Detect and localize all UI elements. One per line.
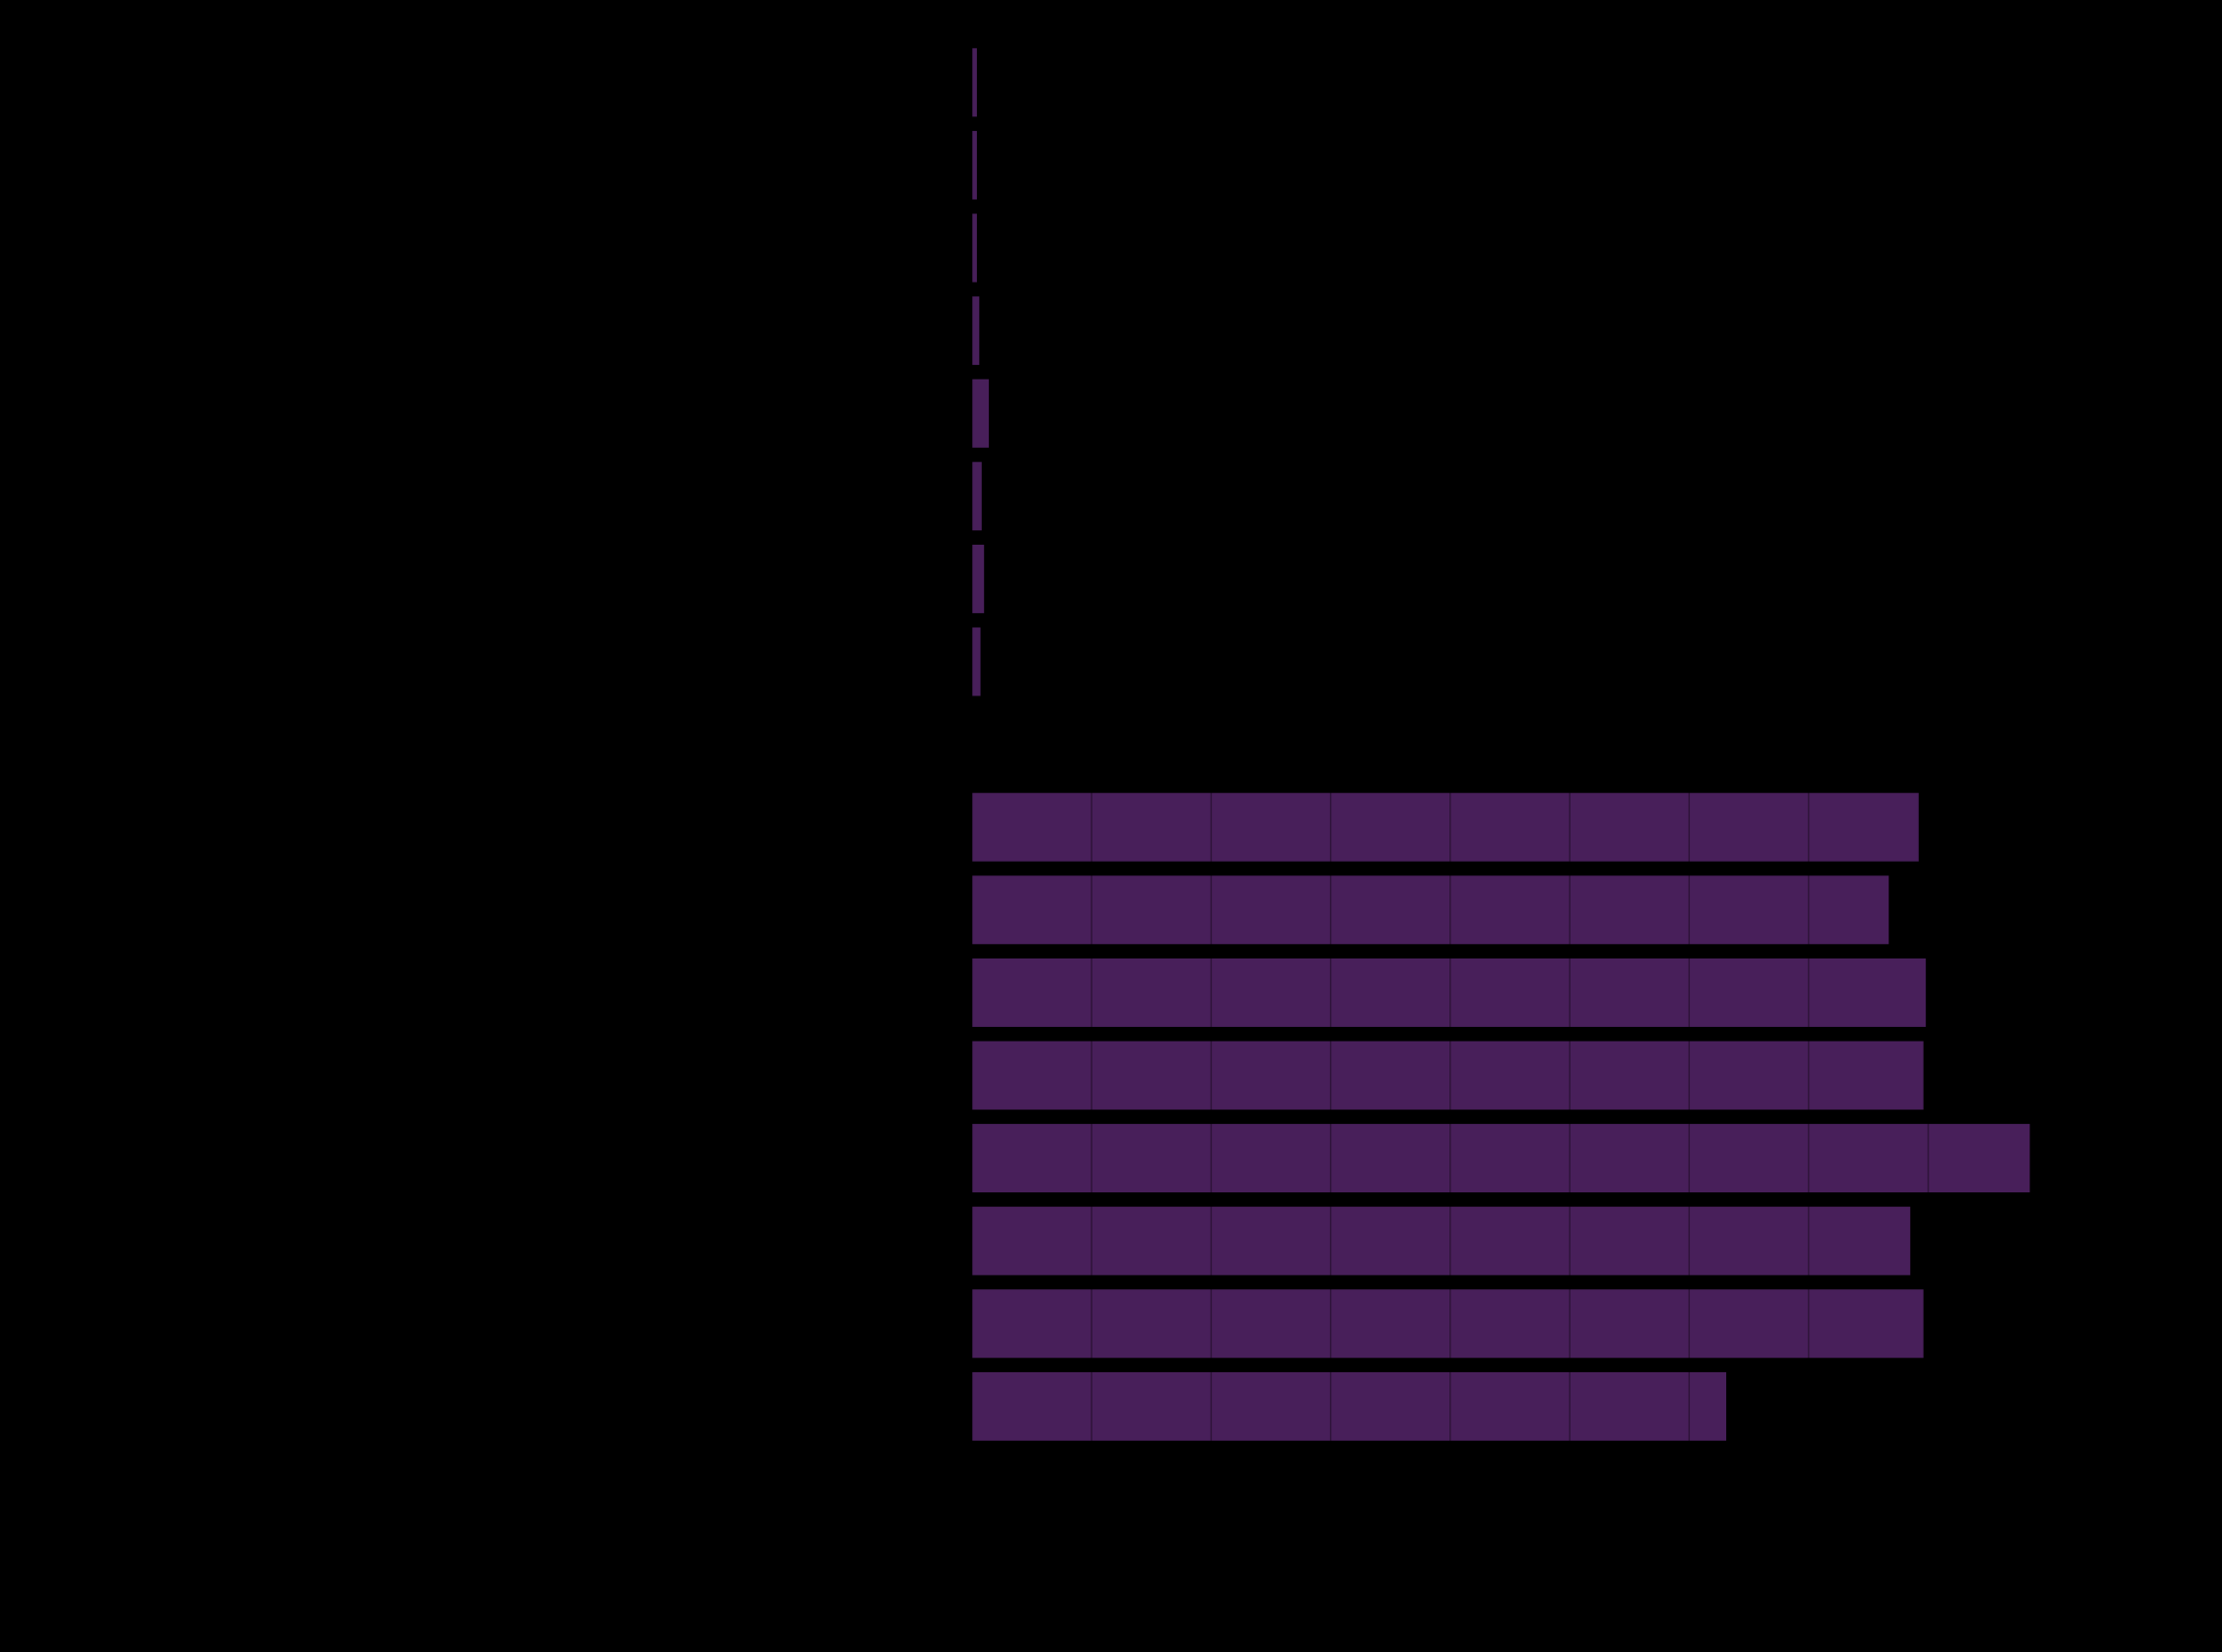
x-tick-label: 1	[1085, 1460, 1098, 1490]
bar	[972, 48, 977, 117]
x-tick-label: 10	[2154, 1460, 2182, 1490]
x-tick-label: 2	[1204, 1460, 1218, 1490]
bar	[972, 462, 982, 531]
x-tick-label: 7	[1801, 1460, 1815, 1490]
x-tick-label: 6	[1682, 1460, 1696, 1490]
x-tick-label: 8	[1921, 1460, 1934, 1490]
bar	[972, 792, 1919, 862]
bar	[972, 1206, 1911, 1275]
bar	[972, 296, 980, 366]
bar	[972, 130, 977, 200]
bar	[972, 1289, 1924, 1359]
x-tick-label: 0	[965, 1460, 979, 1490]
bar	[972, 958, 1927, 1027]
bar	[972, 379, 990, 448]
x-tick-label: 5	[1563, 1460, 1577, 1490]
x-tick-label: 9	[2041, 1460, 2055, 1490]
bar	[972, 1124, 2030, 1193]
bar	[972, 627, 981, 696]
bar	[972, 1041, 1924, 1110]
x-tick-label: 4	[1444, 1460, 1457, 1490]
x-tick-label: 3	[1323, 1460, 1337, 1490]
bar	[972, 1371, 1727, 1441]
bar	[972, 213, 977, 283]
bar	[972, 544, 985, 613]
bar	[972, 875, 1889, 945]
